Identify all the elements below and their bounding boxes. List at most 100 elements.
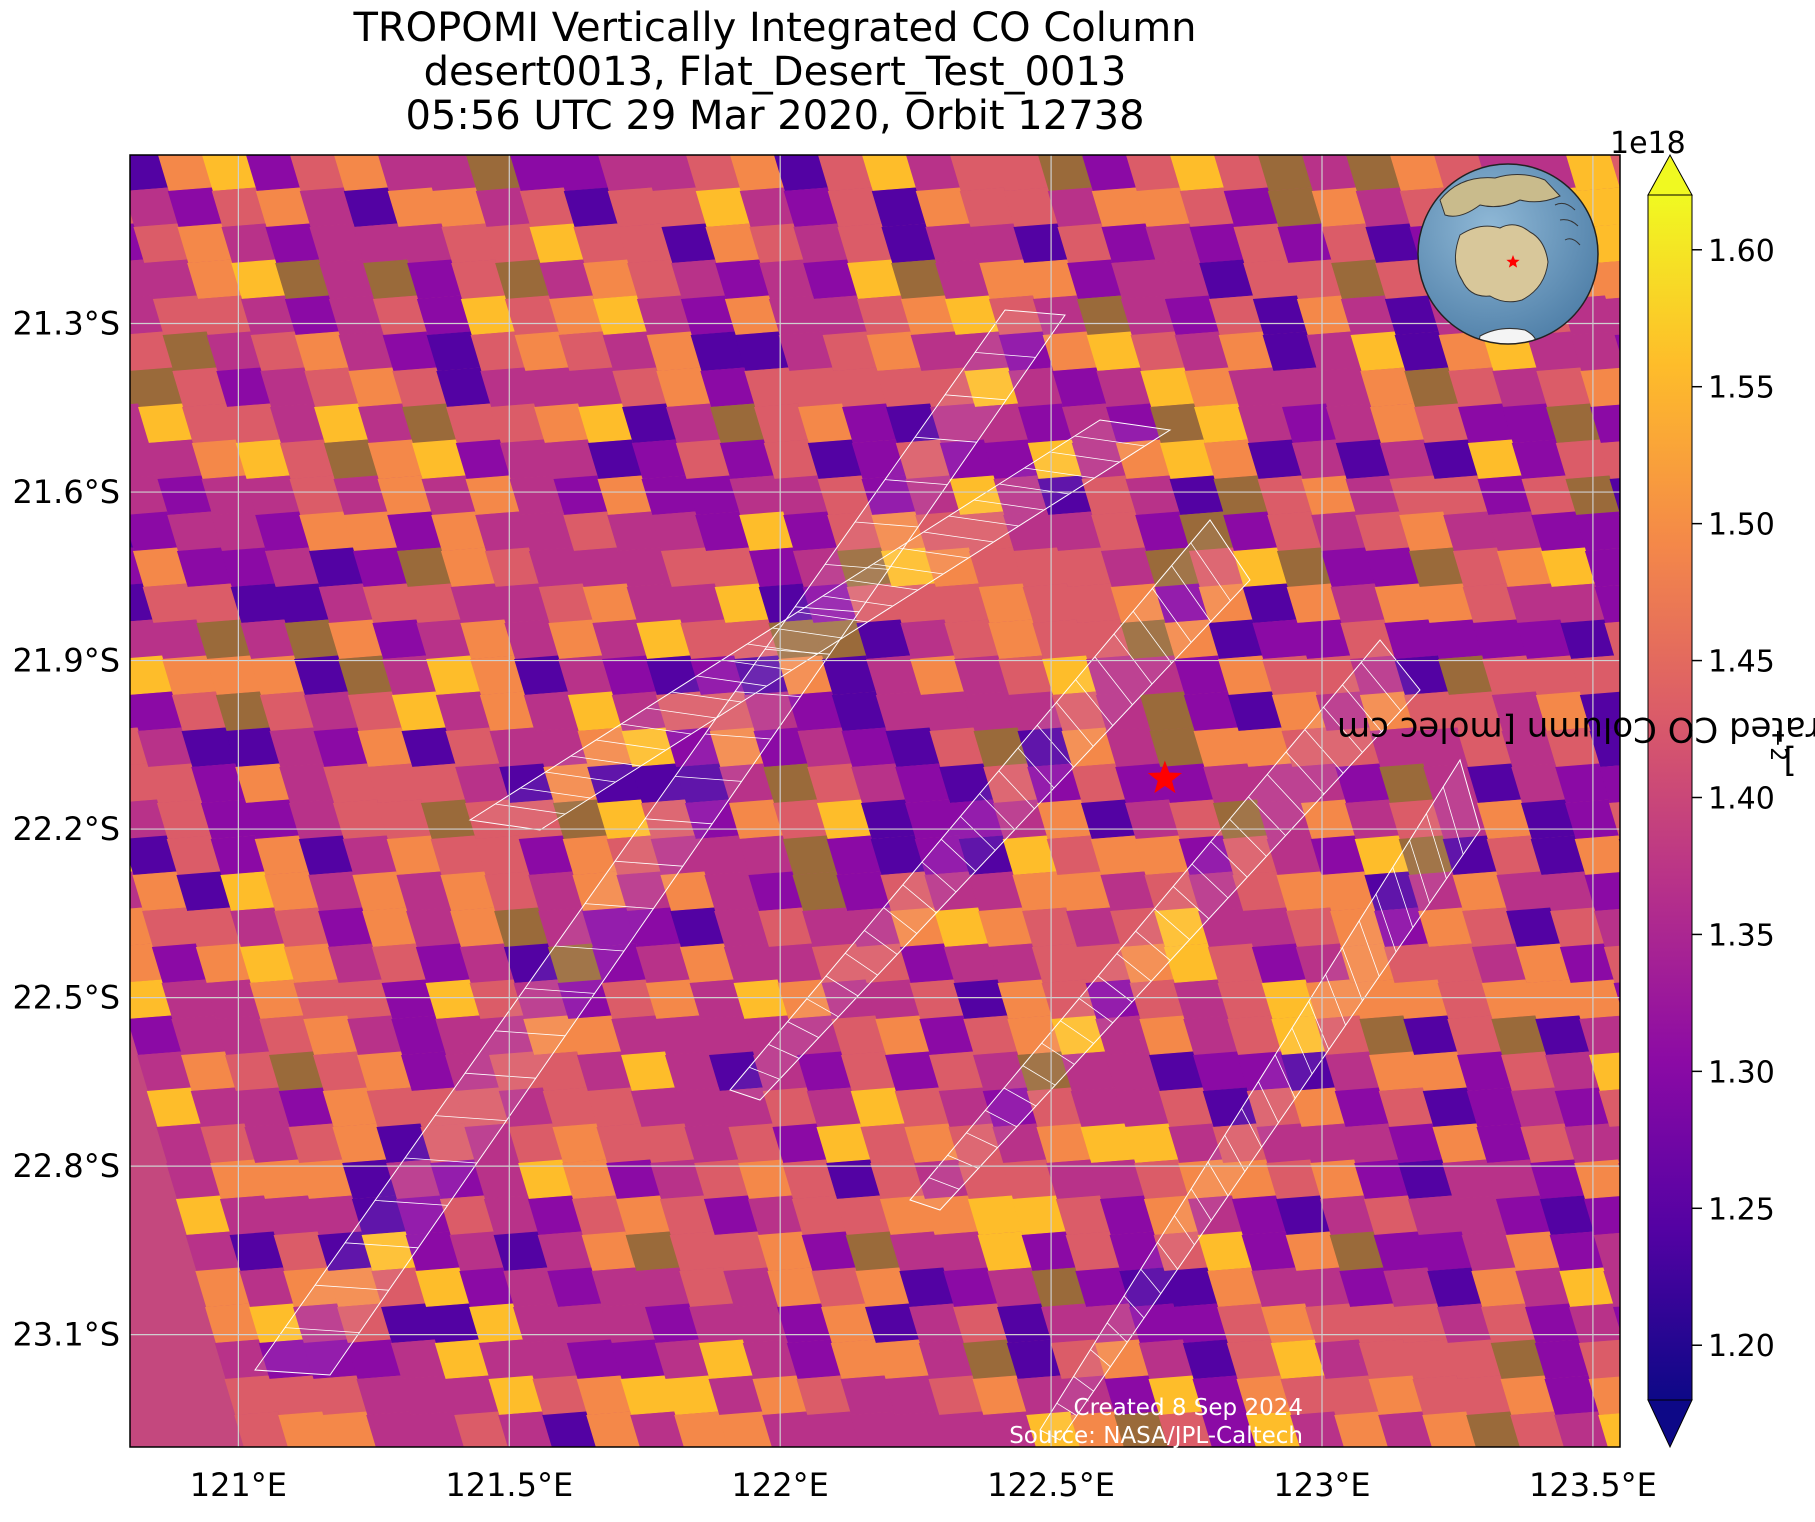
co-pixel — [236, 115, 291, 155]
co-pixel — [1521, 475, 1577, 515]
co-pixel — [1326, 403, 1381, 443]
co-pixel — [962, 1339, 1018, 1379]
co-pixel — [987, 1267, 1043, 1307]
footprint-gridline — [768, 1044, 800, 1059]
co-pixel — [235, 439, 291, 479]
co-pixel — [583, 259, 638, 299]
co-pixel — [1050, 1339, 1106, 1379]
co-pixel — [1779, 1267, 1815, 1307]
globe-asia-landmass — [1439, 174, 1561, 217]
co-pixel — [640, 1447, 695, 1487]
footprint-gridline — [344, 1242, 419, 1249]
footprint-gridline — [985, 1110, 1017, 1128]
co-pixel — [0, 403, 17, 443]
co-pixel — [1275, 1195, 1331, 1235]
footprint-gridline — [1056, 702, 1094, 747]
co-pixel — [1272, 367, 1328, 407]
footprint-gridline — [806, 998, 839, 1018]
co-pixel — [1438, 655, 1493, 695]
co-pixel — [177, 223, 233, 263]
co-pixel — [210, 1159, 265, 1199]
footprint-swath — [729, 519, 1251, 1101]
co-pixel — [430, 1159, 485, 1199]
co-pixel — [1399, 511, 1454, 551]
co-pixel — [284, 619, 340, 659]
co-pixel — [1702, 979, 1757, 1019]
footprint-gridline — [1258, 1081, 1279, 1123]
co-pixel — [483, 1195, 539, 1235]
footprint-gridline — [1191, 863, 1229, 899]
co-pixel — [767, 943, 823, 983]
co-pixel — [322, 1411, 377, 1447]
co-pixel — [802, 583, 858, 623]
co-pixel — [425, 1303, 480, 1343]
co-pixel — [1042, 655, 1097, 695]
co-pixel — [738, 1159, 793, 1199]
co-pixel — [191, 763, 247, 803]
co-pixel — [933, 1231, 989, 1271]
co-pixel — [308, 547, 364, 587]
footprint-swath — [1039, 758, 1481, 1441]
co-pixel — [680, 295, 736, 335]
footprint-gridline — [822, 595, 893, 607]
co-pixel — [582, 907, 637, 947]
co-pixel — [787, 691, 843, 731]
co-pixel — [1471, 1267, 1527, 1307]
co-pixel — [782, 1159, 837, 1199]
co-pixel — [318, 907, 373, 947]
footprint-gridline — [1190, 542, 1231, 602]
co-pixel — [1394, 655, 1449, 695]
co-pixel — [288, 1447, 343, 1487]
co-pixel — [532, 1375, 588, 1415]
co-pixel — [626, 907, 681, 947]
co-pixel — [992, 1123, 1048, 1163]
footprint-gridline — [1113, 633, 1153, 685]
co-pixel — [397, 223, 453, 263]
co-pixel — [679, 943, 735, 983]
co-pixel — [1506, 907, 1561, 947]
co-pixel — [891, 259, 946, 299]
co-pixel — [987, 943, 1043, 983]
footprint-gridline — [902, 884, 937, 914]
co-pixel — [1310, 1159, 1365, 1199]
co-pixel — [1017, 1051, 1072, 1091]
co-pixel — [1140, 367, 1196, 407]
co-pixel — [1090, 835, 1146, 875]
co-pixel — [130, 763, 159, 802]
co-pixel — [850, 1411, 905, 1447]
co-pixel — [491, 79, 546, 119]
co-pixel — [1735, 1267, 1790, 1307]
co-pixel — [469, 1303, 524, 1343]
co-pixel — [1203, 763, 1259, 803]
co-pixel — [1324, 1375, 1380, 1415]
co-pixel — [391, 691, 447, 731]
co-pixel — [650, 1483, 705, 1522]
co-pixel — [1134, 1483, 1189, 1522]
co-pixel — [1193, 727, 1249, 767]
co-pixel — [130, 187, 179, 227]
co-pixel — [1800, 367, 1815, 407]
co-pixel — [215, 1015, 271, 1055]
co-pixel — [660, 871, 716, 911]
co-pixel — [670, 907, 725, 947]
co-pixel — [279, 439, 335, 479]
co-pixel — [11, 583, 66, 623]
chart-title: TROPOMI Vertically Integrated CO Column … — [0, 6, 1550, 138]
co-pixel — [371, 1267, 427, 1307]
co-pixel — [865, 1303, 920, 1343]
co-pixel — [686, 155, 741, 191]
co-pixel — [1531, 511, 1586, 551]
co-pixel — [1796, 187, 1815, 227]
co-pixel — [552, 1123, 608, 1163]
co-pixel — [371, 943, 427, 983]
co-pixel — [607, 187, 663, 227]
co-pixel — [635, 1267, 691, 1307]
co-pixel — [1414, 403, 1469, 443]
co-pixel — [1378, 1411, 1433, 1447]
co-pixel — [1173, 979, 1229, 1019]
co-pixel — [1262, 331, 1318, 371]
co-pixel — [1070, 1087, 1126, 1127]
co-pixel — [543, 439, 599, 479]
co-pixel — [1271, 691, 1327, 731]
co-pixel — [621, 1051, 676, 1091]
